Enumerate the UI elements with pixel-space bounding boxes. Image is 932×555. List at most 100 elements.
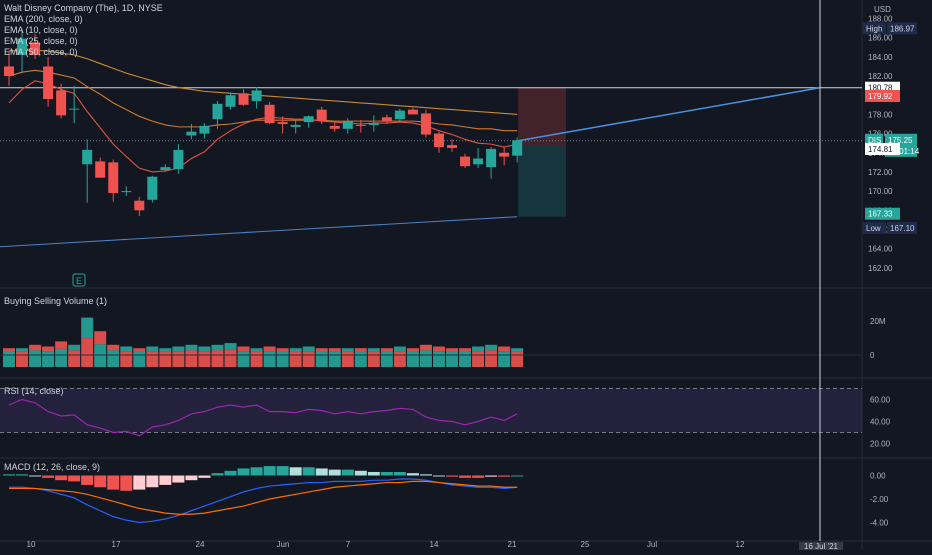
target-price-tag: 180.78 xyxy=(868,84,893,93)
macd-hist-5 xyxy=(68,475,81,482)
low-value-bg xyxy=(887,221,917,234)
time-tick-0: 10 xyxy=(27,540,36,549)
volume-bar-top-9 xyxy=(120,346,133,352)
candle-body-19 xyxy=(251,90,262,101)
volume-bar-top-16 xyxy=(211,344,224,351)
volume-bar-bottom-19 xyxy=(250,351,263,367)
volume-bar-top-22 xyxy=(289,348,302,352)
macd-hist-11 xyxy=(146,475,159,488)
projection-line xyxy=(518,87,821,142)
volume-bar-bottom-30 xyxy=(393,351,406,367)
candle-body-22 xyxy=(290,124,301,127)
volume-bar-top-2 xyxy=(29,344,42,351)
time-axis[interactable]: 10 17 24 Jun 7 14 21 25 Jul 12 16 Jul '21 xyxy=(27,540,843,551)
macd-hist-30 xyxy=(393,471,406,476)
volume-tick-1: 0 xyxy=(870,351,875,360)
candle-body-23 xyxy=(303,116,314,123)
candle-body-37 xyxy=(486,148,497,168)
legend-ema50[interactable]: EMA (50, close, 0) xyxy=(4,47,78,57)
macd-hist-4 xyxy=(55,475,68,481)
candle-body-3 xyxy=(43,66,54,100)
crosshair-date: 16 Jul '21 xyxy=(804,542,839,550)
candle-body-27 xyxy=(355,124,366,126)
price-tick-12: 164.00 xyxy=(868,245,893,254)
legend-ema200[interactable]: EMA (200, close, 0) xyxy=(4,14,83,24)
price-tick-0: 188.00 xyxy=(868,15,893,24)
volume-bar-bottom-13 xyxy=(172,351,185,367)
candle-body-13 xyxy=(173,149,184,170)
candle-body-12 xyxy=(160,167,171,171)
rsi-line xyxy=(8,398,518,437)
volume-bar-top-28 xyxy=(367,348,380,352)
earnings-icon-label: E xyxy=(76,276,82,286)
time-tick-6: 21 xyxy=(508,540,517,549)
candle-body-33 xyxy=(433,133,444,148)
price-tick-9: 170.00 xyxy=(868,187,893,196)
volume-bar-bottom-18 xyxy=(237,351,250,367)
price-axis[interactable]: USD188.00186.00184.00182.00180.00178.001… xyxy=(863,5,920,528)
candle-body-34 xyxy=(447,145,458,148)
low-value: 167.10 xyxy=(890,224,915,233)
volume-bar-top-18 xyxy=(237,346,250,352)
macd-hist-0 xyxy=(3,474,15,476)
candle-body-7 xyxy=(95,161,106,178)
macd-hist-17 xyxy=(224,470,237,476)
time-tick-7: 25 xyxy=(581,540,590,549)
macd-hist-31 xyxy=(406,473,419,476)
last-price-tag-bg xyxy=(885,133,917,146)
volume-bar-top-7 xyxy=(94,331,107,345)
volume-bar-top-26 xyxy=(341,348,354,352)
macd-hist-3 xyxy=(42,475,55,478)
volume-bar-bottom-38 xyxy=(498,351,511,367)
volume-bar-bottom-9 xyxy=(120,351,133,367)
legend-ema10[interactable]: EMA (10, close, 0) xyxy=(4,25,78,35)
legend-title[interactable]: Walt Disney Company (The), 1D, NYSE xyxy=(4,3,163,13)
volume-bar-top-0 xyxy=(3,348,15,352)
volume-bar-top-31 xyxy=(406,348,419,352)
stop-price-tag: 179.92 xyxy=(868,92,893,101)
macd-tick-2: -4.00 xyxy=(870,519,889,528)
macd-tick-0: 0.00 xyxy=(870,472,886,481)
macd-hist-38 xyxy=(498,475,511,477)
high-tag-bg xyxy=(863,22,886,35)
macd-title[interactable]: MACD (12, 26, close, 9) xyxy=(4,462,101,472)
candle-body-32 xyxy=(420,113,431,135)
entry-price-tag: 174.81 xyxy=(868,145,893,154)
volume-bar-top-35 xyxy=(459,348,472,352)
volume-bar-bottom-2 xyxy=(29,350,42,367)
volume-bar-top-1 xyxy=(16,348,29,352)
volume-bar-bottom-25 xyxy=(328,351,341,367)
macd-hist-37 xyxy=(485,475,498,477)
price-tick-5: 178.00 xyxy=(868,110,893,119)
volume-bar-bottom-1 xyxy=(16,351,29,367)
macd-hist-27 xyxy=(354,470,367,476)
volume-bar-bottom-24 xyxy=(315,351,328,367)
candle-body-8 xyxy=(108,162,119,194)
crosshair-date-bg xyxy=(799,542,843,550)
volume-bar-top-4 xyxy=(55,341,68,349)
volume-bar-top-11 xyxy=(146,346,159,352)
candles[interactable] xyxy=(4,29,523,217)
volume-bar-bottom-39 xyxy=(511,351,524,367)
candle-body-26 xyxy=(342,121,353,129)
rsi-title[interactable]: RSI (14, close) xyxy=(4,386,64,396)
volume-bar-bottom-0 xyxy=(3,351,15,367)
macd-hist-32 xyxy=(419,474,432,476)
legend-ema25[interactable]: EMA (25, close, 0) xyxy=(4,36,78,46)
volume-bar-bottom-20 xyxy=(263,351,276,367)
volume-tick-0: 20M xyxy=(870,317,886,326)
macd-hist-39 xyxy=(511,475,524,477)
volume-title[interactable]: Buying Selling Volume (1) xyxy=(4,296,108,306)
macd-hist-12 xyxy=(159,475,172,485)
candle-body-20 xyxy=(264,104,275,124)
candle-body-24 xyxy=(316,109,327,122)
last-price-tag: 175.25 xyxy=(888,136,913,145)
ema10-line xyxy=(8,80,518,173)
time-tick-9: 12 xyxy=(736,540,745,549)
position-tool[interactable] xyxy=(0,87,862,217)
signal-line xyxy=(9,480,518,515)
candle-body-31 xyxy=(407,109,418,115)
